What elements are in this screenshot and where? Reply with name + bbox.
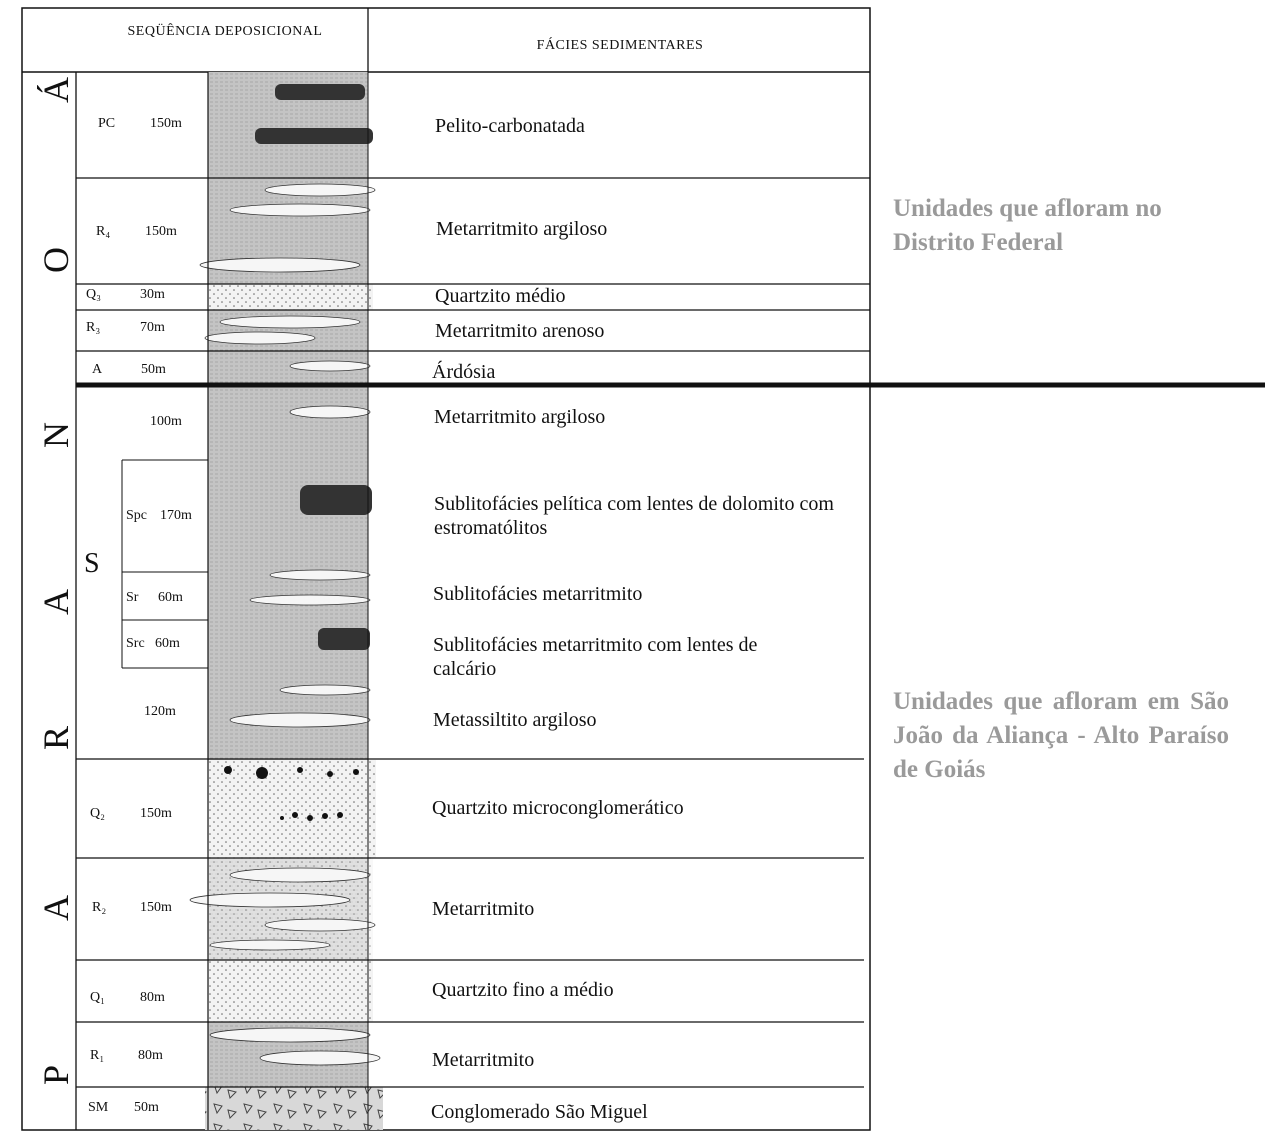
unit-thickness: 150m <box>140 900 172 915</box>
unit-thickness: 60m <box>155 636 180 651</box>
unit-thickness: 60m <box>158 590 183 605</box>
unit-code: SM <box>88 1100 109 1115</box>
outer-frame <box>21 7 871 1131</box>
facies-label: Quartzito microconglomerático <box>432 797 684 819</box>
s-unit-label: S <box>84 548 100 579</box>
facies-label: Quartzito fino a médio <box>432 979 614 1001</box>
facies-label: Sublitofácies metarritmito <box>433 583 643 605</box>
note-distrito-federal: Unidades que afloram no Distrito Federal <box>893 195 1162 256</box>
unit-thickness: 30m <box>140 287 165 302</box>
group-letter: A <box>36 895 76 921</box>
unit-code: Src <box>126 636 145 651</box>
unit-code: PC <box>98 116 116 131</box>
group-letter: N <box>36 422 76 448</box>
unit-thickness: 70m <box>140 320 165 335</box>
facies-label: Conglomerado São Miguel <box>431 1101 648 1123</box>
unit-code: R₃ <box>86 320 101 335</box>
facies-header: FÁCIES SEDIMENTARES <box>536 38 704 53</box>
unit-thickness: 50m <box>134 1100 159 1115</box>
group-letter: O <box>36 247 76 273</box>
facies-label: Quartzito médio <box>435 285 566 307</box>
unit-thickness: 50m <box>141 362 166 377</box>
unit-code: Spc <box>126 508 147 523</box>
facies-label: Sublitofácies metarritmito com lentes de… <box>433 634 758 680</box>
unit-code: Q₁ <box>90 990 105 1005</box>
unit-code: Q₃ <box>86 287 101 302</box>
sandstone-lenses <box>189 183 381 1066</box>
group-letter: A <box>36 589 76 615</box>
unit-thickness: 150m <box>145 224 177 239</box>
group-letter: P <box>36 1064 76 1086</box>
facies-label: Metarritmito argiloso <box>434 406 606 428</box>
unit-boundaries <box>76 177 870 1088</box>
s-subunit-brackets <box>121 459 208 669</box>
note-sao-joao-alianca: Unidades que afloram em São João da Alia… <box>893 688 1229 783</box>
facies-label: Árdósia <box>432 361 496 383</box>
unit-code: A <box>92 362 103 377</box>
conglomerate-pebbles <box>224 766 359 821</box>
sequence-header: SEQÜÊNCIA DEPOSICIONAL <box>127 24 323 39</box>
facies-label: Pelito-carbonatada <box>435 115 585 137</box>
facies-label: Metarritmito <box>432 898 535 920</box>
facies-label: Metarritmito <box>432 1049 535 1071</box>
unit-code: R₂ <box>92 900 107 915</box>
unit-code: Sr <box>126 590 139 605</box>
unit-thickness: 80m <box>140 990 165 1005</box>
unit-code: R₁ <box>90 1048 105 1063</box>
unit-thickness: 150m <box>140 806 172 821</box>
carbonate-lenses <box>255 84 373 650</box>
facies-label: Sublitofácies pelítica com lentes de dol… <box>434 493 834 539</box>
unit-thickness: 80m <box>138 1048 163 1063</box>
facies-label: Metarritmito argiloso <box>436 218 608 240</box>
facies-label: Metarritmito arenoso <box>435 320 605 342</box>
unit-thickness: 120m <box>144 704 176 719</box>
group-letter: R <box>36 726 76 751</box>
unit-thickness: 100m <box>150 414 182 429</box>
unit-thickness: 170m <box>160 508 192 523</box>
group-letter: Á <box>36 77 76 103</box>
unit-code: Q₂ <box>90 806 105 821</box>
unit-code: R₄ <box>96 224 111 239</box>
unit-thickness: 150m <box>150 116 182 131</box>
facies-label: Metassiltito argiloso <box>433 709 597 731</box>
